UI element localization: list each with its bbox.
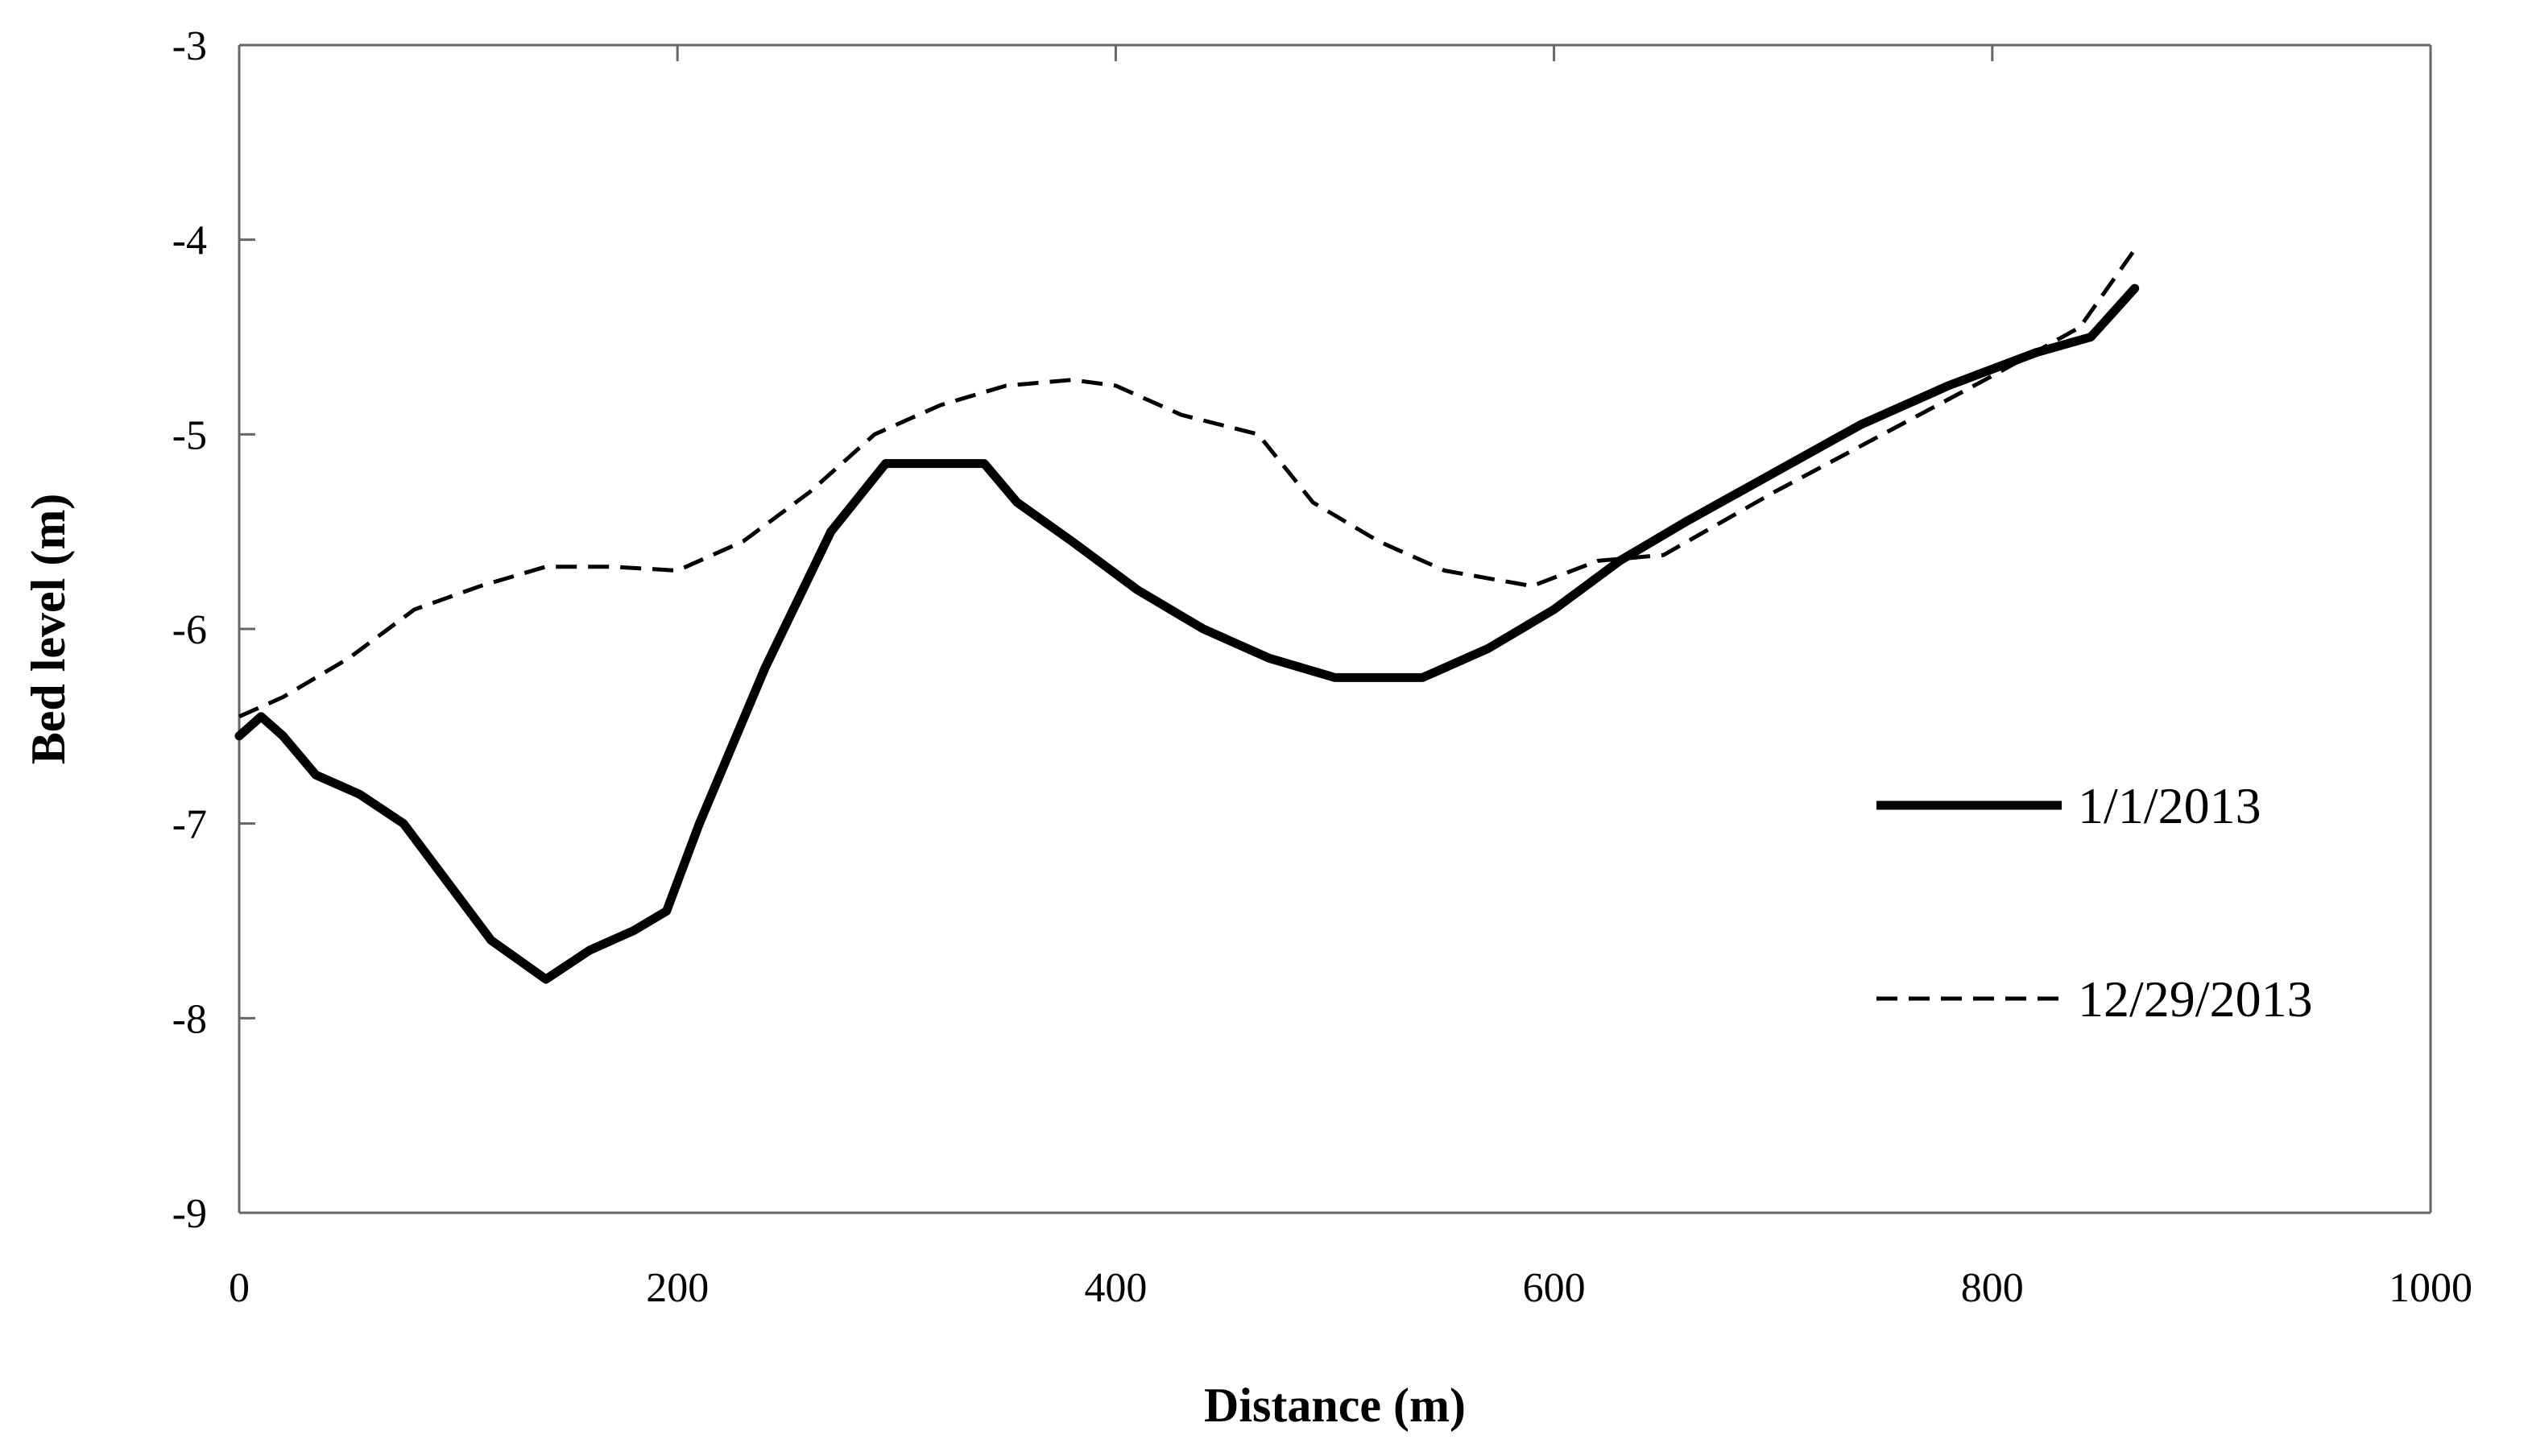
plot-area [239,45,2431,1213]
series-line-2 [238,248,2137,719]
legend-label-series-1: 1/1/2013 [2078,777,2261,834]
x-axis-title: Distance (m) [1204,1379,1466,1432]
y-tick-label: -5 [172,412,207,458]
legend-label-series-2: 12/29/2013 [2078,970,2313,1028]
y-tick-label: -8 [172,996,207,1042]
y-tick-label: -3 [172,23,207,69]
series-layer [234,248,2140,984]
x-tick-label: 1000 [2389,1265,2472,1311]
x-tick-label: 0 [229,1265,250,1311]
axes: -3 -4 -5 -6 -7 -8 -9 0 200 400 600 800 1000 [172,23,2472,1311]
series-line-1 [234,283,2140,984]
x-tick-label: 200 [646,1265,709,1311]
x-tick-label: 400 [1084,1265,1147,1311]
x-tick-label: 800 [1961,1265,2024,1311]
y-tick-label: -7 [172,802,207,848]
legend: 1/1/2013 12/29/2013 [1876,777,2313,1028]
x-tick-label: 600 [1523,1265,1586,1311]
y-tick-label: -6 [172,607,207,653]
y-tick-label: -9 [172,1191,207,1237]
y-tick-label: -4 [172,218,207,264]
y-axis-title: Bed level (m) [22,494,75,765]
